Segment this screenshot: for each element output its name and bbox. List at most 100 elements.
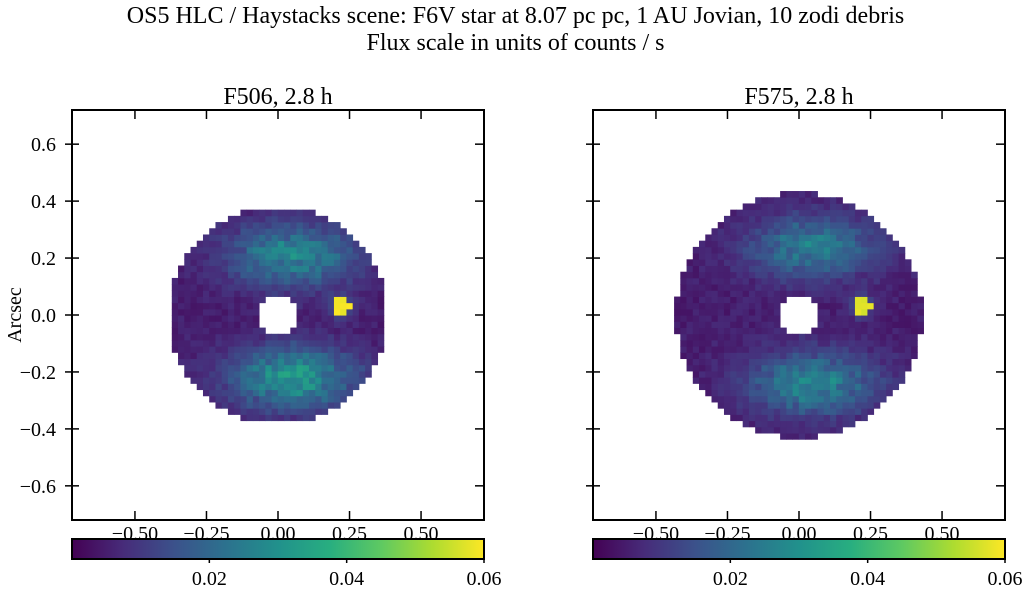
heatmap-pixel [284, 364, 291, 372]
heatmap-pixel [742, 333, 750, 341]
heatmap-pixel [917, 308, 924, 316]
heatmap-pixel [811, 253, 818, 260]
heatmap-pixel [805, 402, 812, 409]
heatmap-pixel [184, 346, 191, 353]
heatmap-pixel [352, 327, 360, 335]
heatmap-pixel [854, 321, 862, 328]
heatmap-pixel [315, 234, 322, 242]
heatmap-pixel [277, 364, 285, 372]
heatmap-pixel [340, 228, 347, 235]
heatmap-pixel [748, 408, 756, 415]
heatmap-pixel [227, 222, 235, 229]
heatmap-pixel [842, 222, 850, 229]
heatmap-pixel [886, 371, 893, 378]
heatmap-pixel [692, 371, 700, 378]
heatmap-pixel [327, 383, 335, 391]
heatmap-pixel [358, 296, 366, 304]
heatmap-pixel [786, 383, 793, 391]
heatmap-pixel [723, 395, 731, 403]
heatmap-pixel [742, 302, 750, 310]
heatmap-pixel [290, 340, 297, 347]
heatmap-pixel [321, 240, 329, 248]
heatmap-pixel [755, 364, 762, 372]
heatmap-pixel [842, 371, 850, 378]
heatmap-pixel [196, 277, 204, 285]
heatmap-pixel [848, 308, 856, 316]
heatmap-pixel [879, 240, 887, 248]
heatmap-pixel [836, 234, 843, 242]
heatmap-pixel [277, 333, 285, 341]
heatmap-pixel [848, 414, 856, 422]
heatmap-pixel [333, 352, 341, 360]
heatmap-pixel [798, 284, 806, 291]
heatmap-pixel [202, 364, 210, 372]
heatmap-pixel [302, 352, 310, 360]
heatmap-pixel [178, 296, 185, 304]
heatmap-pixel [377, 327, 385, 335]
heatmap-pixel [171, 296, 179, 304]
heatmap-pixel [196, 327, 204, 335]
heatmap-pixel [854, 253, 862, 260]
heatmap-pixel [259, 327, 266, 335]
heatmap-pixel [904, 321, 912, 328]
heatmap-pixel [365, 302, 372, 310]
heatmap-pixel [873, 253, 881, 260]
heatmap-pixel [873, 371, 881, 378]
heatmap-pixel [309, 402, 316, 409]
heatmap-pixel [277, 290, 285, 297]
heatmap-pixel [327, 377, 335, 384]
heatmap-pixel [867, 389, 875, 397]
heatmap-pixel [767, 408, 775, 415]
heatmap-pixel [873, 333, 881, 341]
heatmap-pixel [748, 327, 756, 335]
heatmap-pixel [252, 327, 260, 335]
heatmap-pixel [692, 246, 700, 254]
heatmap-pixel [711, 377, 719, 384]
heatmap-pixel [830, 358, 837, 366]
heatmap-pixel [202, 389, 210, 397]
heatmap-pixel [686, 271, 694, 279]
heatmap-pixel [259, 234, 266, 242]
heatmap-pixel [848, 364, 856, 372]
heatmap-pixel [711, 358, 719, 366]
heatmap-pixel [886, 352, 893, 360]
heatmap-pixel [196, 296, 204, 304]
heatmap-pixel [792, 191, 800, 198]
heatmap-pixel [792, 240, 800, 248]
heatmap-pixel [315, 228, 322, 235]
heatmap-pixel [184, 302, 191, 310]
heatmap-pixel [836, 420, 843, 428]
heatmap-pixel [823, 358, 831, 366]
heatmap-pixel [761, 209, 769, 217]
heatmap-pixel [767, 228, 775, 235]
heatmap-pixel [898, 302, 906, 310]
heatmap-pixel [748, 389, 756, 397]
heatmap-pixel [271, 389, 279, 397]
heatmap-pixel [352, 333, 360, 341]
heatmap-pixel [823, 209, 831, 217]
heatmap-pixel [699, 333, 706, 341]
heatmap-pixel [755, 246, 762, 254]
heatmap-pixel [259, 228, 266, 235]
heatmap-pixel [692, 302, 700, 310]
heatmap-pixel [761, 327, 769, 335]
heatmap-pixel [346, 259, 354, 266]
heatmap-pixel [717, 352, 725, 360]
heatmap-pixel [742, 340, 750, 347]
heatmap-pixel [730, 346, 737, 353]
heatmap-pixel [202, 371, 210, 378]
heatmap-pixel [686, 259, 694, 266]
heatmap-pixel [761, 228, 769, 235]
heatmap-pixel [705, 277, 712, 285]
heatmap-pixel [252, 290, 260, 297]
heatmap-pixel [748, 284, 756, 291]
heatmap-pixel [680, 290, 687, 297]
heatmap-pixel [805, 215, 812, 223]
heatmap-pixel [780, 203, 787, 211]
heatmap-pixel [748, 240, 756, 248]
heatmap-pixel [190, 284, 198, 291]
heatmap-pixel [209, 383, 216, 391]
heatmap-pixel [830, 364, 837, 372]
heatmap-pixel [767, 389, 775, 397]
heatmap-pixel [227, 302, 235, 310]
